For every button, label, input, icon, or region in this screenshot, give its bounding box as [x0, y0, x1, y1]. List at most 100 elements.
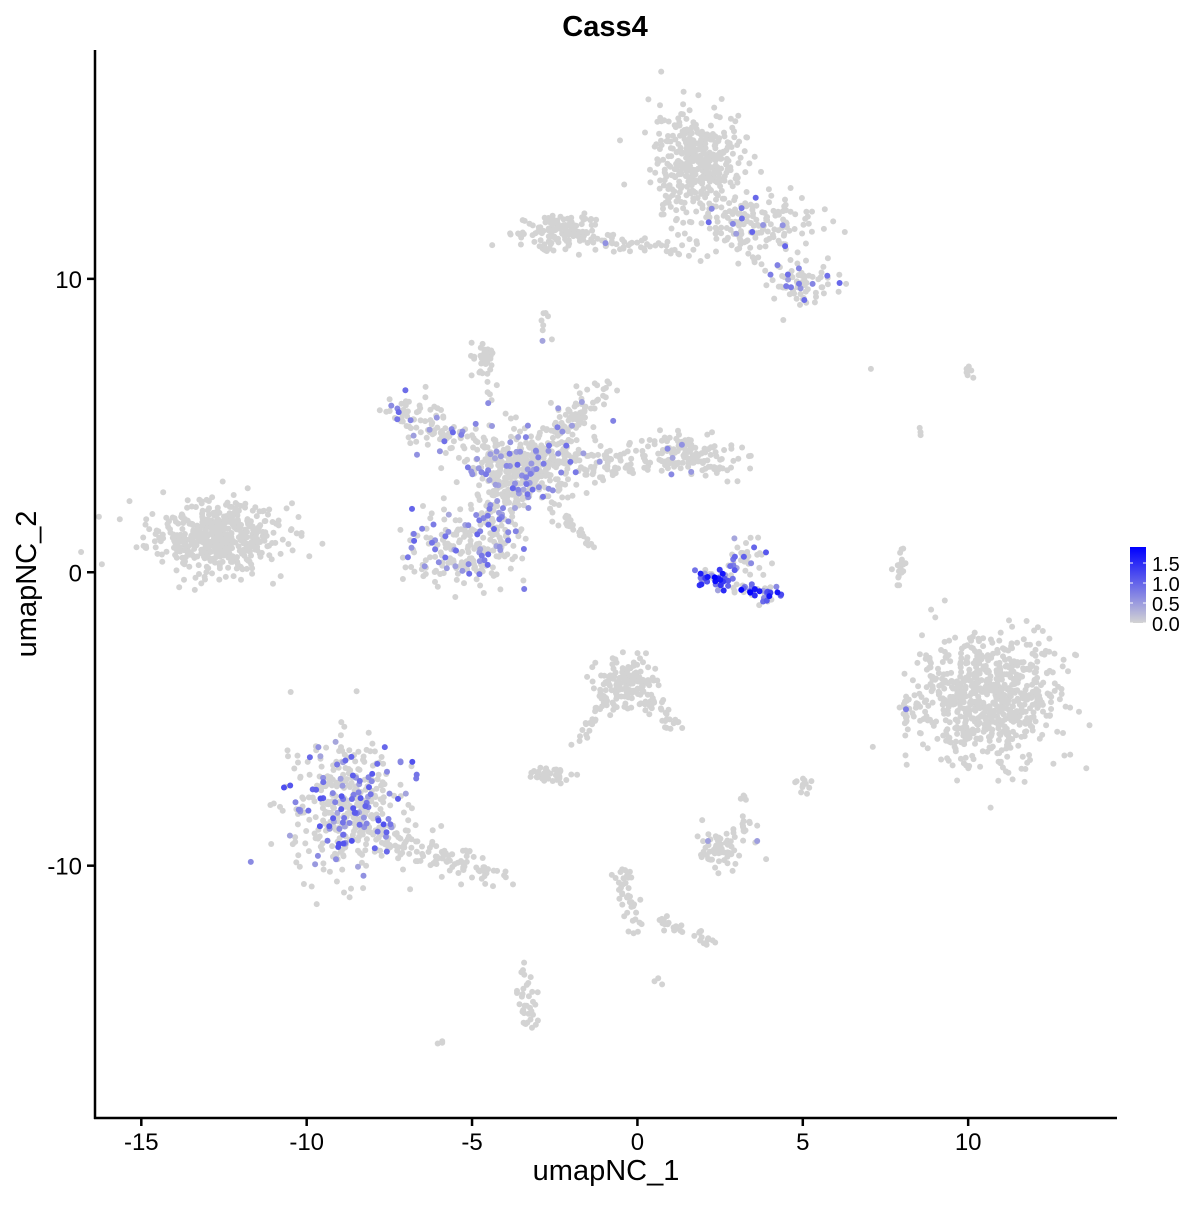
cell-point [339, 819, 346, 826]
cell-point [180, 555, 186, 561]
cell-point [735, 260, 742, 267]
cell-point [625, 242, 632, 249]
cell-point [387, 844, 394, 851]
cell-point [507, 230, 514, 237]
cell-point [668, 172, 675, 179]
cell-point [717, 183, 724, 190]
cell-point [341, 815, 348, 821]
cell-point [987, 744, 994, 751]
cell-point [563, 223, 569, 230]
cell-point [615, 685, 622, 692]
cell-point [371, 748, 378, 755]
cell-point [741, 211, 748, 217]
cell-point [295, 759, 301, 766]
cell-point [406, 850, 413, 857]
cell-point [797, 291, 804, 297]
cell-point [683, 115, 690, 122]
cell-point [405, 434, 412, 441]
cell-point [642, 701, 648, 708]
cell-point [238, 576, 244, 583]
cell-point [709, 176, 716, 183]
cell-point [546, 442, 552, 449]
cell-point [493, 470, 500, 477]
cell-point [818, 284, 825, 291]
cell-point [704, 431, 711, 438]
cell-point [952, 716, 959, 723]
cell-point [626, 687, 633, 693]
cell-point [241, 552, 248, 559]
cell-point [189, 552, 196, 559]
cell-point [914, 659, 921, 666]
cell-point [519, 555, 526, 562]
cell-point [610, 665, 617, 672]
cell-point [324, 837, 331, 844]
cell-point [348, 885, 354, 892]
cell-point [459, 859, 466, 866]
cell-point [481, 557, 488, 564]
cell-point [662, 718, 669, 724]
cell-point [542, 245, 549, 252]
cell-point [424, 441, 431, 448]
cell-point [420, 503, 426, 509]
cell-point [1044, 670, 1050, 677]
cell-point [270, 580, 276, 587]
cell-point [442, 533, 449, 540]
cell-point [968, 715, 975, 722]
cell-point [538, 473, 545, 480]
cell-point [953, 686, 959, 693]
cell-point [1043, 722, 1050, 729]
cell-point [443, 858, 450, 865]
cell-point [371, 845, 378, 852]
cell-point [653, 141, 660, 148]
cell-point [362, 803, 369, 810]
cell-point [754, 822, 761, 829]
cell-point [475, 867, 482, 874]
cell-point [917, 432, 924, 439]
cell-point [523, 457, 530, 464]
cell-point [966, 711, 972, 717]
cell-point [550, 247, 557, 254]
cell-point [562, 481, 569, 488]
cell-point [932, 614, 939, 621]
cell-point [977, 735, 984, 742]
cell-point [980, 663, 987, 670]
cell-point [489, 564, 496, 571]
cell-point [642, 707, 649, 714]
cell-point [453, 479, 460, 486]
cell-point [397, 851, 404, 858]
cell-point [806, 272, 812, 279]
cell-point [225, 564, 232, 571]
cell-point [1065, 668, 1071, 675]
cell-point [320, 817, 327, 824]
cell-point [944, 755, 951, 762]
cell-point [205, 498, 212, 504]
cell-point [1029, 688, 1036, 695]
cell-point [198, 580, 205, 587]
cell-point [478, 469, 485, 476]
cell-point [329, 790, 336, 797]
cell-point [621, 181, 628, 188]
cell-point [666, 182, 673, 189]
cell-point [736, 852, 743, 859]
cell-point [595, 451, 601, 458]
cell-point [957, 713, 964, 720]
cell-point [692, 177, 699, 184]
cell-point [489, 242, 496, 249]
cell-point [503, 476, 510, 483]
cell-point [1031, 627, 1038, 634]
cell-point [646, 711, 653, 718]
cell-point [341, 889, 347, 896]
cell-point [785, 276, 792, 283]
cell-point [758, 261, 765, 268]
cell-point [723, 830, 730, 837]
cell-point [801, 297, 808, 303]
cell-point [646, 682, 653, 689]
cell-point [578, 464, 584, 471]
cell-point [381, 744, 388, 751]
cell-point [624, 894, 630, 901]
cell-point [1027, 757, 1033, 763]
cell-point [297, 774, 304, 781]
cell-point [461, 445, 468, 452]
cell-point [724, 849, 731, 856]
cell-point [647, 166, 653, 173]
